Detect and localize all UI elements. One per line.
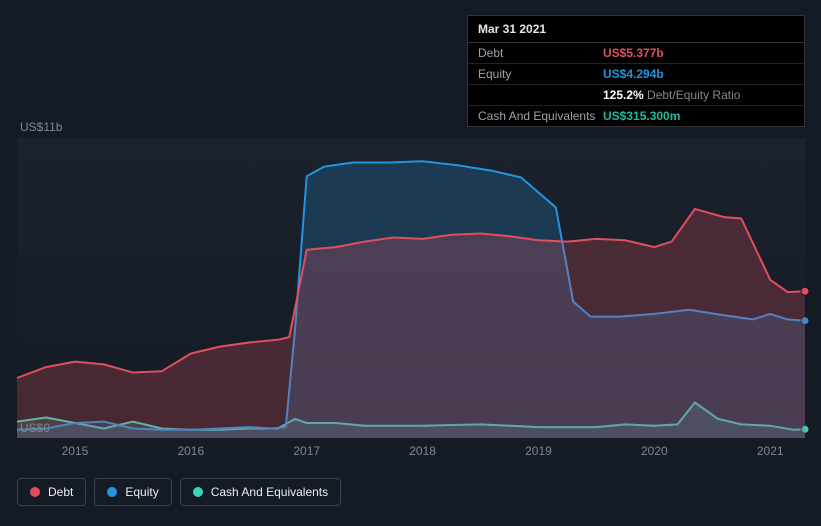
- legend-swatch: [193, 487, 203, 497]
- legend-label: Equity: [125, 485, 158, 499]
- legend-item-equity[interactable]: Equity: [94, 478, 171, 506]
- legend-item-cash-and-equivalents[interactable]: Cash And Equivalents: [180, 478, 341, 506]
- tooltip-row: DebtUS$5.377b: [468, 43, 804, 64]
- series-end-marker: [801, 287, 809, 295]
- legend-label: Debt: [48, 485, 73, 499]
- y-axis-min-label: US$0: [20, 421, 50, 435]
- x-tick-label: 2021: [757, 444, 784, 458]
- tooltip-row-value: US$5.377b: [603, 46, 664, 60]
- chart-tooltip: Mar 31 2021 DebtUS$5.377bEquityUS$4.294b…: [467, 15, 805, 127]
- legend-swatch: [107, 487, 117, 497]
- tooltip-row: 125.2% Debt/Equity Ratio: [468, 85, 804, 106]
- tooltip-row-value: US$315.300m: [603, 109, 680, 123]
- x-tick-label: 2015: [62, 444, 89, 458]
- legend-item-debt[interactable]: Debt: [17, 478, 86, 506]
- x-tick-label: 2020: [641, 444, 668, 458]
- tooltip-row-value: US$4.294b: [603, 67, 664, 81]
- y-axis-max-label: US$11b: [20, 120, 62, 134]
- x-tick-label: 2016: [177, 444, 204, 458]
- x-tick-label: 2018: [409, 444, 436, 458]
- tooltip-row: Cash And EquivalentsUS$315.300m: [468, 106, 804, 126]
- tooltip-row-value: 125.2% Debt/Equity Ratio: [603, 88, 740, 102]
- series-svg: [17, 138, 805, 438]
- legend: Debt Equity Cash And Equivalents: [17, 478, 341, 506]
- legend-label: Cash And Equivalents: [211, 485, 328, 499]
- debt-equity-chart: Mar 31 2021 DebtUS$5.377bEquityUS$4.294b…: [0, 0, 821, 526]
- tooltip-row-label: Debt: [478, 46, 603, 60]
- tooltip-row: EquityUS$4.294b: [468, 64, 804, 85]
- x-tick-label: 2017: [293, 444, 320, 458]
- tooltip-row-label: [478, 88, 603, 102]
- tooltip-date: Mar 31 2021: [468, 16, 804, 43]
- series-area-debt: [17, 209, 805, 438]
- tooltip-row-label: Cash And Equivalents: [478, 109, 603, 123]
- legend-swatch: [30, 487, 40, 497]
- plot-area[interactable]: [17, 138, 805, 438]
- x-tick-label: 2019: [525, 444, 552, 458]
- tooltip-row-label: Equity: [478, 67, 603, 81]
